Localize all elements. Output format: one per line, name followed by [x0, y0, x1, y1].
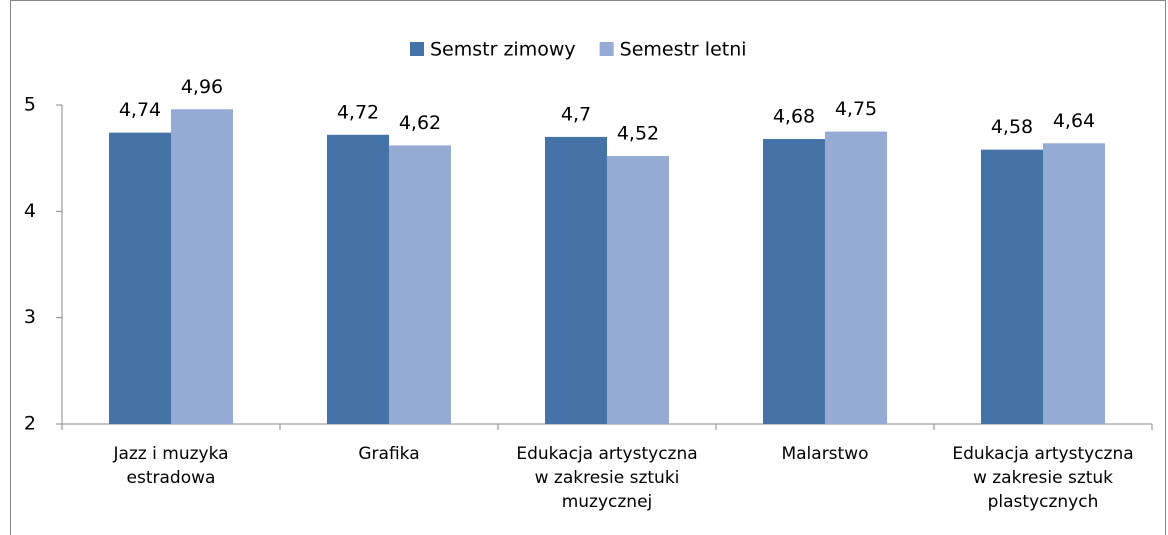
value-label: 4,72: [337, 101, 379, 123]
x-tick-label: Malarstwo: [781, 444, 869, 464]
value-label: 4,52: [617, 123, 659, 145]
bar: [389, 145, 451, 424]
value-label: 4,74: [119, 99, 161, 121]
legend-label: Semestr letni: [620, 39, 747, 61]
y-tick-label: 4: [24, 200, 36, 222]
value-label: 4,96: [181, 76, 223, 98]
legend-swatch: [410, 42, 424, 56]
bar: [109, 132, 171, 424]
value-label: 4,58: [991, 116, 1033, 138]
x-tick-label: Edukacja artystyczna w zakresie sztuki m…: [516, 444, 698, 512]
bar: [981, 149, 1043, 424]
value-label: 4,68: [773, 106, 815, 128]
bar: [327, 134, 389, 425]
value-label: 4,75: [835, 98, 877, 120]
legend-swatch: [599, 42, 614, 56]
y-tick-label: 2: [24, 413, 36, 435]
bar: [171, 109, 233, 425]
bar: [607, 156, 669, 425]
x-tick-label: Grafika: [358, 444, 420, 464]
value-label: 4,64: [1053, 110, 1095, 132]
bar: [825, 131, 887, 425]
value-label: 4,62: [399, 112, 441, 134]
y-tick-label: 3: [24, 306, 36, 328]
x-tick-label: Jazz i muzyka estradowa: [113, 444, 229, 488]
chart-border: [10, 0, 1166, 535]
value-label: 4,7: [561, 103, 591, 125]
y-tick-label: 5: [24, 94, 36, 116]
x-tick-label: Edukacja artystyczna w zakresie sztuk pl…: [952, 444, 1134, 512]
legend-label: Semstr zimowy: [430, 39, 576, 61]
bar: [763, 139, 825, 424]
bar: [545, 136, 607, 424]
bar: [1043, 143, 1105, 424]
